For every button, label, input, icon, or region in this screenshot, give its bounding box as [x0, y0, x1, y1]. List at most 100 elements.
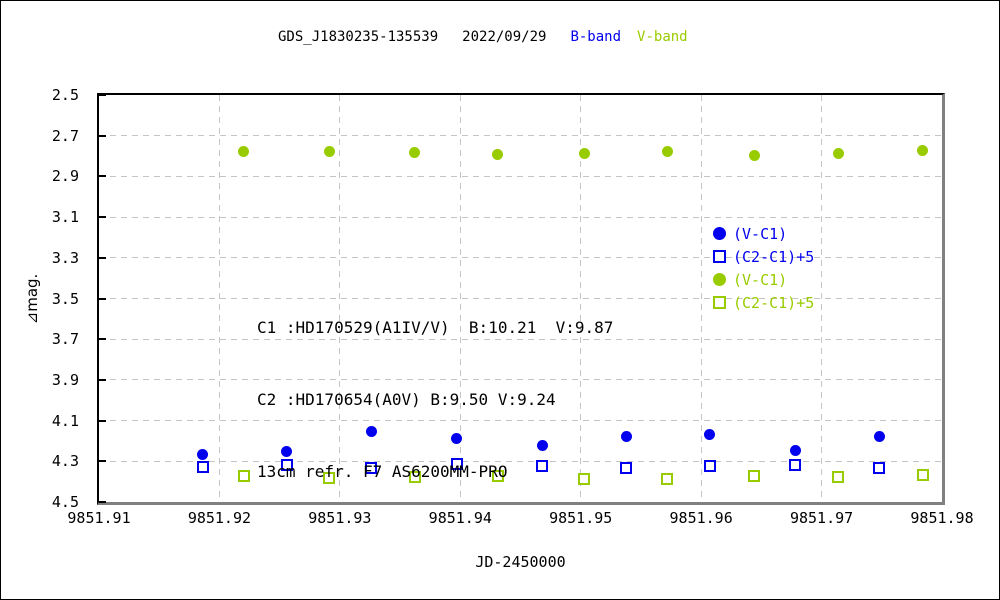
y-tick-label: 3.9: [51, 370, 79, 389]
y-tick-mark: [99, 175, 106, 178]
data-point: [917, 145, 929, 157]
data-point: [492, 148, 504, 160]
annotation-line-telescope: 13cm refr. F7 AS6200MM-PRO: [257, 462, 508, 481]
h-gridline: [99, 216, 942, 218]
title-date: 2022/09/29: [462, 29, 547, 45]
v-gridline: [580, 95, 582, 502]
y-tick-mark: [99, 256, 106, 259]
data-point: [491, 470, 504, 483]
title-target-name: GDS_J1830235-135539: [278, 29, 439, 45]
x-axis-title: JD-2450000: [475, 553, 566, 571]
annotation-line-c1: C1 :HD170529(A1IV/V) B:10.21 V:9.87: [257, 318, 614, 337]
y-tick-mark: [99, 94, 106, 96]
x-tick-label: 9851.92: [187, 509, 252, 527]
y-tick-label: 4.3: [51, 452, 79, 471]
y-tick-label: 3.3: [51, 248, 79, 267]
data-point: [832, 470, 845, 483]
data-point: [789, 459, 802, 472]
data-point: [748, 469, 761, 482]
filled-circle-icon: [713, 273, 726, 286]
y-tick-label: 2.9: [51, 167, 79, 186]
v-gridline: [339, 95, 341, 502]
v-gridline: [700, 95, 702, 502]
comparison-stars-annotation: C1 :HD170529(A1IV/V) B:10.21 V:9.87 C2 :…: [257, 268, 613, 532]
legend-item-b-c2c1: (C2-C1)+5: [713, 245, 814, 268]
data-point: [661, 145, 673, 157]
open-square-icon: [713, 296, 726, 309]
data-point: [197, 448, 209, 460]
data-point: [916, 468, 929, 481]
data-point: [450, 458, 463, 471]
legend-label: (C2-C1)+5: [733, 247, 815, 266]
legend-item-b-vc1: (V-C1): [713, 222, 814, 245]
data-point: [703, 459, 716, 472]
data-point: [704, 429, 716, 441]
y-tick-mark: [99, 378, 106, 381]
v-gridline: [821, 95, 823, 502]
annotation-line-c2: C2 :HD170654(A0V) B:9.50 V:9.24: [257, 390, 556, 409]
h-gridline: [99, 379, 942, 381]
data-point: [832, 147, 844, 159]
v-gridline: [459, 95, 461, 502]
plot-frame: [97, 93, 945, 505]
y-tick-mark: [99, 501, 106, 503]
x-tick-label: 9851.91: [67, 509, 131, 527]
y-tick-label: 3.5: [51, 289, 79, 308]
data-point: [365, 426, 377, 438]
y-tick-label: 4.1: [51, 411, 79, 430]
x-tick-label: 9851.98: [910, 509, 974, 527]
legend-label: (C2-C1)+5: [733, 293, 815, 312]
data-point: [409, 147, 421, 159]
data-point: [536, 439, 548, 451]
legend-label: (V-C1): [733, 270, 788, 289]
h-gridline: [99, 460, 942, 462]
legend: (V-C1) (C2-C1)+5 (V-C1) (C2-C1)+5: [713, 222, 814, 314]
data-point: [280, 459, 293, 472]
data-point: [196, 460, 209, 473]
y-tick-label: 3.1: [51, 208, 79, 227]
legend-item-v-vc1: (V-C1): [713, 268, 814, 291]
legend-label: (V-C1): [733, 224, 788, 243]
y-tick-mark: [99, 134, 106, 137]
data-point: [365, 461, 378, 474]
h-gridline: [99, 257, 942, 259]
y-tick-label: 2.7: [51, 126, 79, 145]
x-tick-label: 9851.95: [549, 509, 613, 527]
data-point: [237, 469, 250, 482]
data-point: [451, 432, 463, 444]
data-point: [323, 471, 336, 484]
title-b-band-label: B-band: [570, 29, 622, 45]
data-point: [536, 459, 549, 472]
data-point: [323, 146, 335, 158]
data-point: [408, 470, 421, 483]
data-point: [873, 461, 886, 474]
data-point: [789, 444, 801, 456]
plot-area: 2.5 2.7 2.9 3.1 3.3 3.5 3.7 3.9 4.1 4.3 4.5 9851.91…: [52, 86, 974, 527]
y-tick-label: 2.5: [51, 86, 79, 104]
title-v-band-label: V-band: [637, 29, 688, 45]
y-axis-title: ⊿mag.: [23, 273, 41, 325]
legend-item-v-c2c1: (C2-C1)+5: [713, 291, 814, 314]
h-gridline: [99, 338, 942, 340]
filled-circle-icon: [713, 227, 726, 240]
h-gridline: [99, 298, 942, 299]
chart-title: GDS_J1830235-135539 2022/09/29 B-band V-…: [278, 28, 688, 46]
data-point: [748, 149, 760, 161]
h-gridline: [99, 420, 942, 422]
y-tick-mark: [99, 338, 106, 341]
x-tick-label: 9851.97: [789, 509, 854, 527]
y-tick-mark: [99, 460, 106, 463]
data-point: [873, 430, 885, 442]
y-tick-label: 4.5: [51, 493, 79, 511]
h-gridline: [99, 175, 942, 177]
y-tick-mark: [99, 297, 106, 300]
data-point: [238, 146, 249, 158]
data-point: [661, 473, 674, 485]
y-tick-label: 3.7: [51, 330, 79, 349]
x-tick-label: 9851.94: [428, 509, 492, 527]
data-point: [620, 462, 633, 475]
y-tick-mark: [99, 419, 106, 422]
data-point: [281, 445, 293, 457]
v-gridline: [218, 95, 220, 502]
open-square-icon: [713, 250, 726, 263]
